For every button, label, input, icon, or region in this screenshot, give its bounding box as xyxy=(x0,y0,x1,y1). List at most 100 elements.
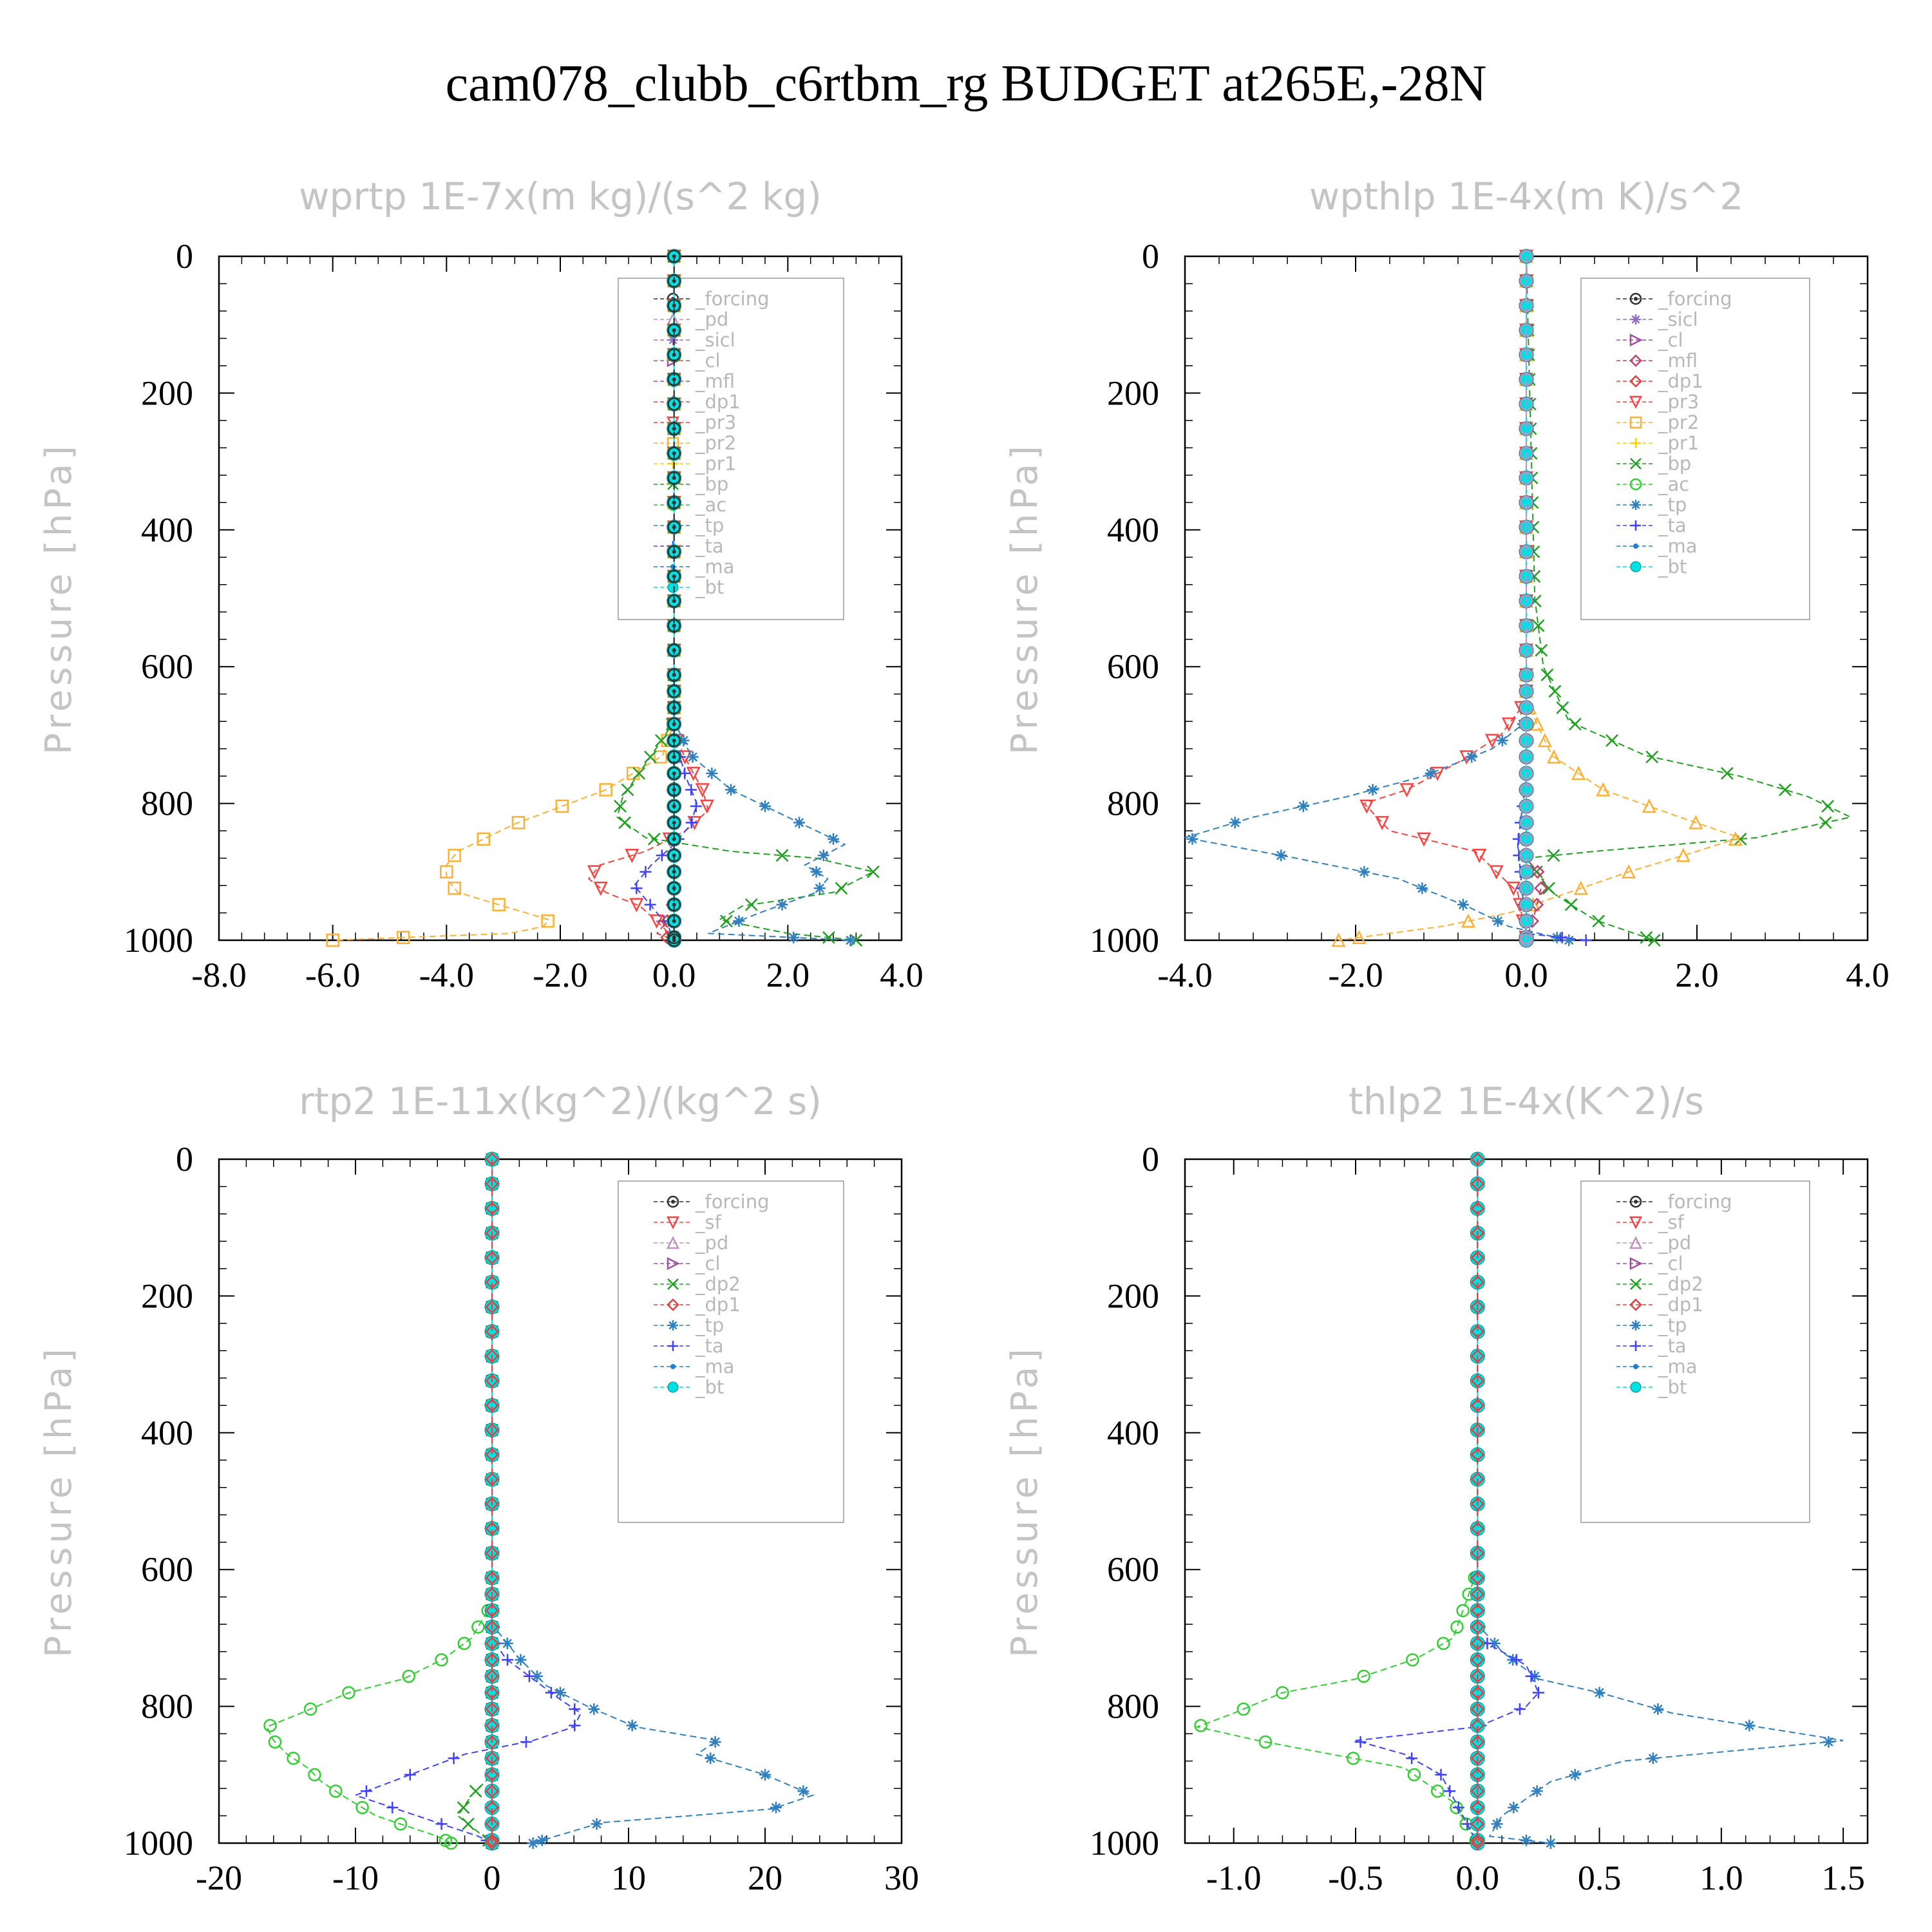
data-point xyxy=(1556,701,1569,714)
data-point xyxy=(687,751,699,763)
y-axis-label: Pressure [hPa] xyxy=(1004,442,1046,755)
legend-entry: _cl xyxy=(654,1253,721,1274)
data-point xyxy=(1470,1398,1485,1413)
x-tick-label: 2.0 xyxy=(1675,956,1719,994)
legend-marker xyxy=(1631,500,1641,510)
legend-entry: _cl xyxy=(1616,1253,1683,1274)
data-point xyxy=(485,1735,499,1749)
data-point xyxy=(1645,750,1659,764)
data-point xyxy=(402,1669,415,1683)
legend-label: _sf xyxy=(695,1211,722,1233)
data-point xyxy=(667,701,681,715)
data-point-center xyxy=(672,377,676,382)
data-point xyxy=(462,1817,475,1831)
data-point xyxy=(1470,1817,1485,1832)
data-point xyxy=(667,249,681,263)
data-point xyxy=(1470,1718,1485,1733)
data-point xyxy=(1496,734,1508,746)
data-point xyxy=(1519,766,1533,781)
legend-label: _cl xyxy=(695,1253,721,1274)
data-point xyxy=(444,1836,458,1850)
data-point-center xyxy=(672,755,676,759)
data-point xyxy=(1525,1670,1537,1682)
legend-entry: _ta xyxy=(1616,1335,1687,1357)
x-tick-label: -0.5 xyxy=(1328,1859,1383,1897)
data-point xyxy=(1470,1448,1485,1462)
data-point xyxy=(770,1801,782,1814)
legend-label: _tp xyxy=(1658,494,1687,516)
data-point xyxy=(1416,832,1432,847)
data-point-center xyxy=(672,352,676,357)
data-point-center xyxy=(672,574,676,579)
legend-label: _pd xyxy=(1658,1232,1691,1254)
data-point xyxy=(1501,717,1516,732)
data-point xyxy=(1186,833,1198,845)
data-point xyxy=(677,734,690,746)
data-point-center xyxy=(672,919,676,923)
legend-label: _forcing xyxy=(695,1191,770,1213)
data-point-center xyxy=(672,820,676,825)
data-point xyxy=(797,1785,810,1797)
data-point xyxy=(1728,831,1743,846)
data-point xyxy=(844,934,857,946)
series-line xyxy=(332,256,675,941)
data-point xyxy=(647,832,661,846)
data-point xyxy=(1358,866,1370,878)
data-point xyxy=(448,849,461,862)
data-point xyxy=(485,1768,499,1782)
y-tick-label: 600 xyxy=(141,647,193,686)
legend-label: _tp xyxy=(1658,1314,1687,1336)
data-point xyxy=(1689,815,1703,829)
x-tick-label: 30 xyxy=(884,1859,919,1897)
x-tick-label: 0.0 xyxy=(652,956,696,994)
data-point xyxy=(1470,1251,1485,1265)
x-tick-label: -4.0 xyxy=(1157,956,1212,994)
data-point xyxy=(1470,1324,1485,1339)
data-point-center xyxy=(672,886,676,891)
series_forcing xyxy=(1470,1152,1485,1850)
data-point xyxy=(1276,1686,1289,1700)
data-point xyxy=(1484,734,1500,748)
data-point xyxy=(1532,1687,1544,1699)
data-point xyxy=(485,1521,499,1536)
data-point xyxy=(1470,1636,1485,1651)
data-point xyxy=(1470,1546,1485,1560)
data-point xyxy=(502,1654,514,1666)
legend-label: _dp1 xyxy=(695,1294,741,1316)
plot-frame xyxy=(218,255,903,942)
data-point xyxy=(435,1818,448,1830)
series_pr2 xyxy=(326,249,681,947)
data-point xyxy=(485,1398,499,1413)
data-point-center xyxy=(672,623,676,628)
data-point xyxy=(644,898,656,911)
data-point xyxy=(1470,1226,1485,1240)
data-point xyxy=(706,767,718,779)
legend-label: _pr3 xyxy=(695,412,736,433)
data-point xyxy=(1519,348,1533,362)
legend-marker xyxy=(668,1320,678,1331)
data-point xyxy=(268,1735,282,1749)
data-point xyxy=(813,882,826,895)
data-point xyxy=(593,882,608,896)
legend-label: _dp2 xyxy=(1658,1273,1703,1295)
y-axis-label: Pressure [hPa] xyxy=(1004,1345,1046,1658)
x-tick-label: -20 xyxy=(196,1859,242,1897)
data-point xyxy=(554,1687,566,1699)
data-point-center xyxy=(672,738,676,743)
data-point xyxy=(1194,1719,1208,1732)
data-point xyxy=(1470,1604,1485,1618)
legend-entry: _mfl xyxy=(1616,350,1698,372)
legend-marker xyxy=(1631,438,1641,448)
legend-label: _bt xyxy=(1658,556,1687,578)
legend-entry: _cl xyxy=(1616,329,1683,351)
data-point xyxy=(485,1177,499,1191)
legend-entry: _pr3 xyxy=(1616,391,1699,413)
legend-marker-center xyxy=(1634,1200,1638,1204)
data-point xyxy=(1470,1472,1485,1486)
data-point xyxy=(523,1670,535,1682)
series_tp xyxy=(1472,1153,1844,1849)
y-tick-label: 1000 xyxy=(124,921,193,960)
data-point xyxy=(667,397,681,411)
data-point xyxy=(1519,397,1533,411)
data-point-center xyxy=(672,902,676,907)
